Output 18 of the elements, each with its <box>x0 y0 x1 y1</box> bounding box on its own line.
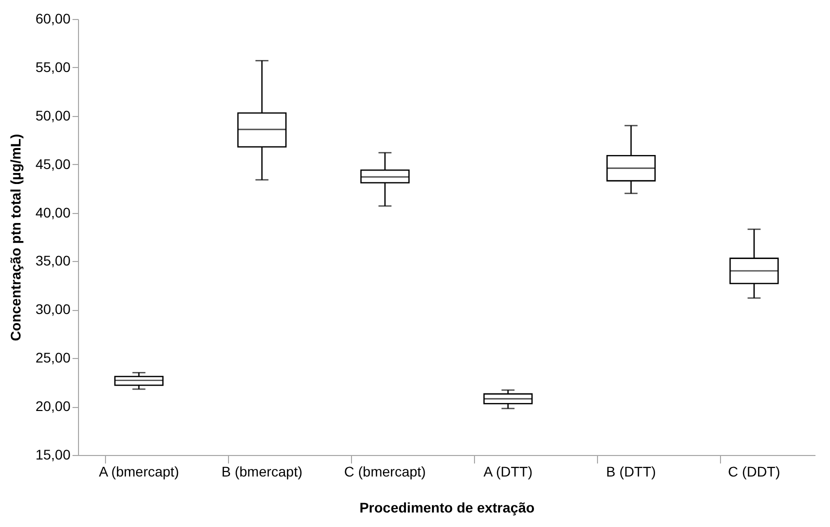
x-tick-label: B (bmercapt) <box>221 464 302 480</box>
x-axis-title: Procedimento de extração <box>359 500 535 516</box>
y-tick-label: 50,00 <box>35 107 71 124</box>
y-tick-label: 40,00 <box>35 204 71 220</box>
y-tick-label: 30,00 <box>35 301 71 318</box>
x-tick-label: C (bmercapt) <box>344 464 426 480</box>
y-tick-label: 20,00 <box>35 398 71 414</box>
x-tick-label: A (DTT) <box>484 464 533 480</box>
y-tick-label: 25,00 <box>35 350 71 366</box>
x-tick-label: A (bmercapt) <box>98 464 179 480</box>
y-tick-label: 35,00 <box>35 252 71 269</box>
y-tick-label: 45,00 <box>35 156 71 172</box>
x-tick-label: B (DTT) <box>606 464 656 480</box>
y-tick-label: 55,00 <box>35 58 71 75</box>
y-tick-label: 15,00 <box>35 446 71 462</box>
y-axis-title: Concentração ptn total (µg/mL) <box>7 134 24 342</box>
y-tick-label: 60,00 <box>35 10 71 26</box>
x-tick-label: C (DDT) <box>728 464 780 480</box>
